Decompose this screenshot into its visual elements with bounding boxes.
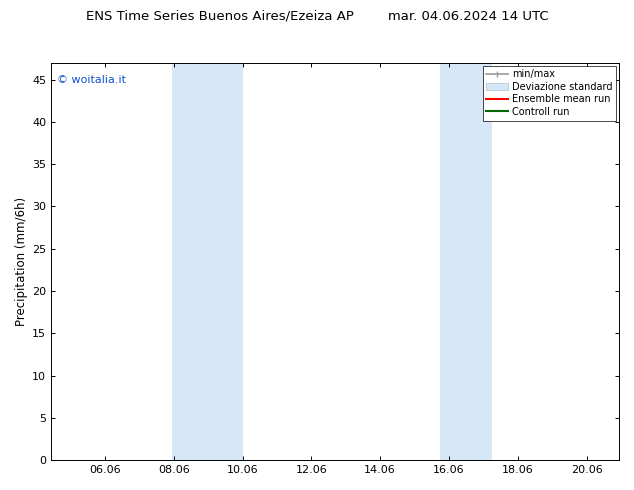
- Text: ENS Time Series Buenos Aires/Ezeiza AP        mar. 04.06.2024 14 UTC: ENS Time Series Buenos Aires/Ezeiza AP m…: [86, 10, 548, 23]
- Legend: min/max, Deviazione standard, Ensemble mean run, Controll run: min/max, Deviazione standard, Ensemble m…: [482, 66, 616, 121]
- Text: © woitalia.it: © woitalia.it: [57, 74, 126, 85]
- Y-axis label: Precipitation (mm/6h): Precipitation (mm/6h): [15, 197, 28, 326]
- Bar: [440, 63, 491, 460]
- Bar: [172, 63, 242, 460]
